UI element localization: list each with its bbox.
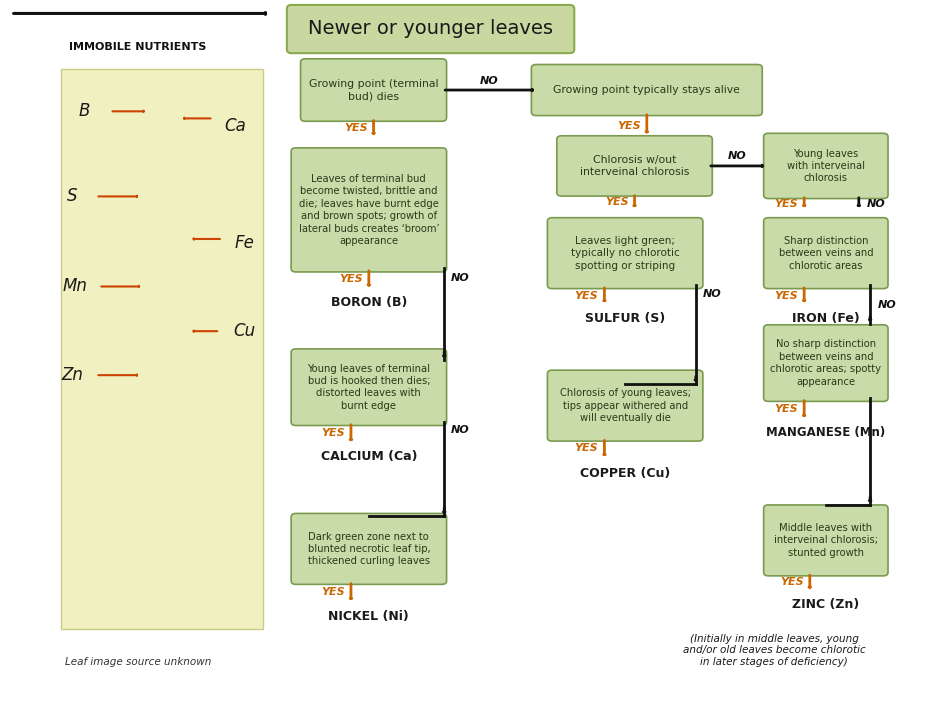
FancyBboxPatch shape	[763, 133, 887, 199]
Text: YES: YES	[774, 199, 798, 209]
Text: IMMOBILE NUTRIENTS: IMMOBILE NUTRIENTS	[69, 43, 207, 53]
Text: YES: YES	[774, 404, 798, 414]
FancyBboxPatch shape	[547, 370, 702, 441]
Text: COPPER (Cu): COPPER (Cu)	[580, 466, 669, 479]
Text: Sharp distinction
between veins and
chlorotic areas: Sharp distinction between veins and chlo…	[778, 236, 872, 271]
Text: IRON (Fe): IRON (Fe)	[791, 312, 859, 325]
Text: MANGANESE (Mn): MANGANESE (Mn)	[766, 426, 885, 439]
Text: YES: YES	[344, 122, 367, 132]
FancyBboxPatch shape	[291, 349, 447, 426]
Text: SULFUR (S): SULFUR (S)	[584, 312, 665, 325]
Text: S: S	[67, 187, 77, 206]
FancyBboxPatch shape	[291, 513, 447, 585]
Text: Leaf image source unknown: Leaf image source unknown	[65, 657, 211, 667]
Text: NICKEL (Ni): NICKEL (Ni)	[329, 609, 409, 623]
FancyBboxPatch shape	[556, 136, 712, 196]
Text: NO: NO	[450, 426, 469, 436]
Text: Ca: Ca	[224, 117, 245, 135]
Text: CALCIUM (Ca): CALCIUM (Ca)	[320, 450, 416, 464]
Text: NO: NO	[450, 273, 469, 283]
Text: Chlorosis of young leaves;
tips appear withered and
will eventually die: Chlorosis of young leaves; tips appear w…	[559, 388, 690, 423]
Text: YES: YES	[321, 428, 345, 438]
Text: Fe: Fe	[234, 234, 254, 251]
Text: YES: YES	[616, 120, 640, 130]
Text: Dark green zone next to
blunted necrotic leaf tip,
thickened curling leaves: Dark green zone next to blunted necrotic…	[307, 532, 430, 566]
FancyBboxPatch shape	[287, 5, 574, 53]
Text: Leaves light green;
typically no chlorotic
spotting or striping: Leaves light green; typically no chlorot…	[570, 236, 679, 271]
Text: ZINC (Zn): ZINC (Zn)	[791, 598, 858, 611]
Text: YES: YES	[604, 197, 628, 207]
FancyBboxPatch shape	[60, 69, 263, 629]
Text: B: B	[78, 103, 90, 120]
Text: Young leaves
with interveinal
chlorosis: Young leaves with interveinal chlorosis	[786, 149, 864, 183]
FancyBboxPatch shape	[291, 148, 447, 272]
Text: Growing point typically stays alive: Growing point typically stays alive	[553, 85, 739, 95]
FancyBboxPatch shape	[763, 505, 887, 576]
Text: YES: YES	[574, 290, 598, 300]
Text: YES: YES	[321, 587, 345, 597]
Text: NO: NO	[727, 151, 746, 161]
Text: Cu: Cu	[233, 322, 255, 340]
FancyBboxPatch shape	[531, 65, 762, 115]
FancyBboxPatch shape	[547, 218, 702, 288]
Text: Mn: Mn	[62, 278, 87, 295]
Text: Chlorosis w/out
interveinal chlorosis: Chlorosis w/out interveinal chlorosis	[580, 155, 688, 177]
Text: NO: NO	[701, 289, 720, 299]
Text: YES: YES	[574, 443, 598, 454]
Text: Zn: Zn	[61, 366, 83, 384]
Text: YES: YES	[339, 273, 362, 283]
FancyBboxPatch shape	[300, 59, 447, 121]
Text: YES: YES	[774, 290, 798, 300]
Text: NO: NO	[877, 300, 896, 310]
Text: NO: NO	[866, 199, 885, 209]
Text: (Initially in middle leaves, young
and/or old leaves become chlorotic
in later s: (Initially in middle leaves, young and/o…	[682, 634, 865, 667]
Text: Growing point (terminal
bud) dies: Growing point (terminal bud) dies	[309, 79, 438, 101]
Text: No sharp distinction
between veins and
chlorotic areas; spotty
appearance: No sharp distinction between veins and c…	[769, 340, 881, 387]
FancyBboxPatch shape	[763, 218, 887, 288]
Text: YES: YES	[780, 577, 803, 587]
Text: NO: NO	[480, 75, 498, 86]
Text: Middle leaves with
interveinal chlorosis;
stunted growth: Middle leaves with interveinal chlorosis…	[773, 523, 877, 557]
Text: Young leaves of terminal
bud is hooked then dies;
distorted leaves with
burnt ed: Young leaves of terminal bud is hooked t…	[307, 364, 430, 411]
FancyBboxPatch shape	[763, 325, 887, 402]
Text: Newer or younger leaves: Newer or younger leaves	[308, 19, 552, 38]
Text: Leaves of terminal bud
become twisted, brittle and
die; leaves have burnt edge
a: Leaves of terminal bud become twisted, b…	[298, 174, 439, 246]
Text: BORON (B): BORON (B)	[330, 296, 407, 309]
